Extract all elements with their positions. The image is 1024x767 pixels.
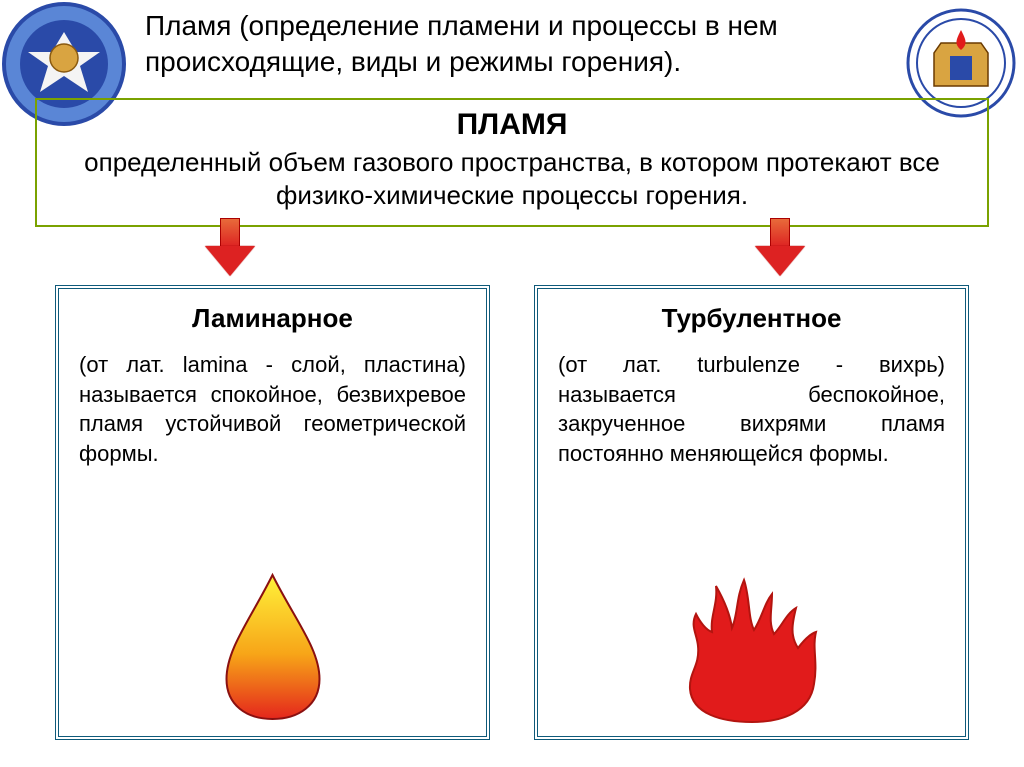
definition-body: определенный объем газового пространства… [55,146,969,211]
laminar-flame-icon [220,571,325,721]
branch-turbulent: Турбулентное (от лат. turbulenze - вихрь… [534,285,969,740]
arrow-to-turbulent [755,218,805,280]
definition-box: ПЛАМЯ определенный объем газового простр… [35,98,989,227]
definition-heading: ПЛАМЯ [55,108,969,142]
arrow-to-laminar [205,218,255,280]
turbulent-body: (от лат. turbulenze - вихрь) называется … [558,350,945,469]
branch-laminar: Ламинарное (от лат. lamina - слой, пласт… [55,285,490,740]
laminar-title: Ламинарное [79,303,466,334]
turbulent-flame-icon [672,574,832,724]
turbulent-title: Турбулентное [558,303,945,334]
page-title: Пламя (определение пламени и процессы в … [145,8,864,81]
laminar-body: (от лат. lamina - слой, пластина) называ… [79,350,466,469]
